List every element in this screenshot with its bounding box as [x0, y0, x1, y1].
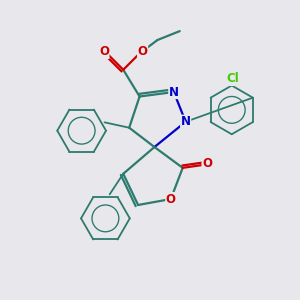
Text: O: O	[99, 45, 109, 58]
Text: Cl: Cl	[227, 73, 240, 85]
Text: N: N	[169, 85, 179, 98]
Text: O: O	[166, 193, 176, 206]
Text: O: O	[138, 45, 148, 58]
Text: N: N	[181, 115, 191, 128]
Text: O: O	[202, 157, 212, 170]
